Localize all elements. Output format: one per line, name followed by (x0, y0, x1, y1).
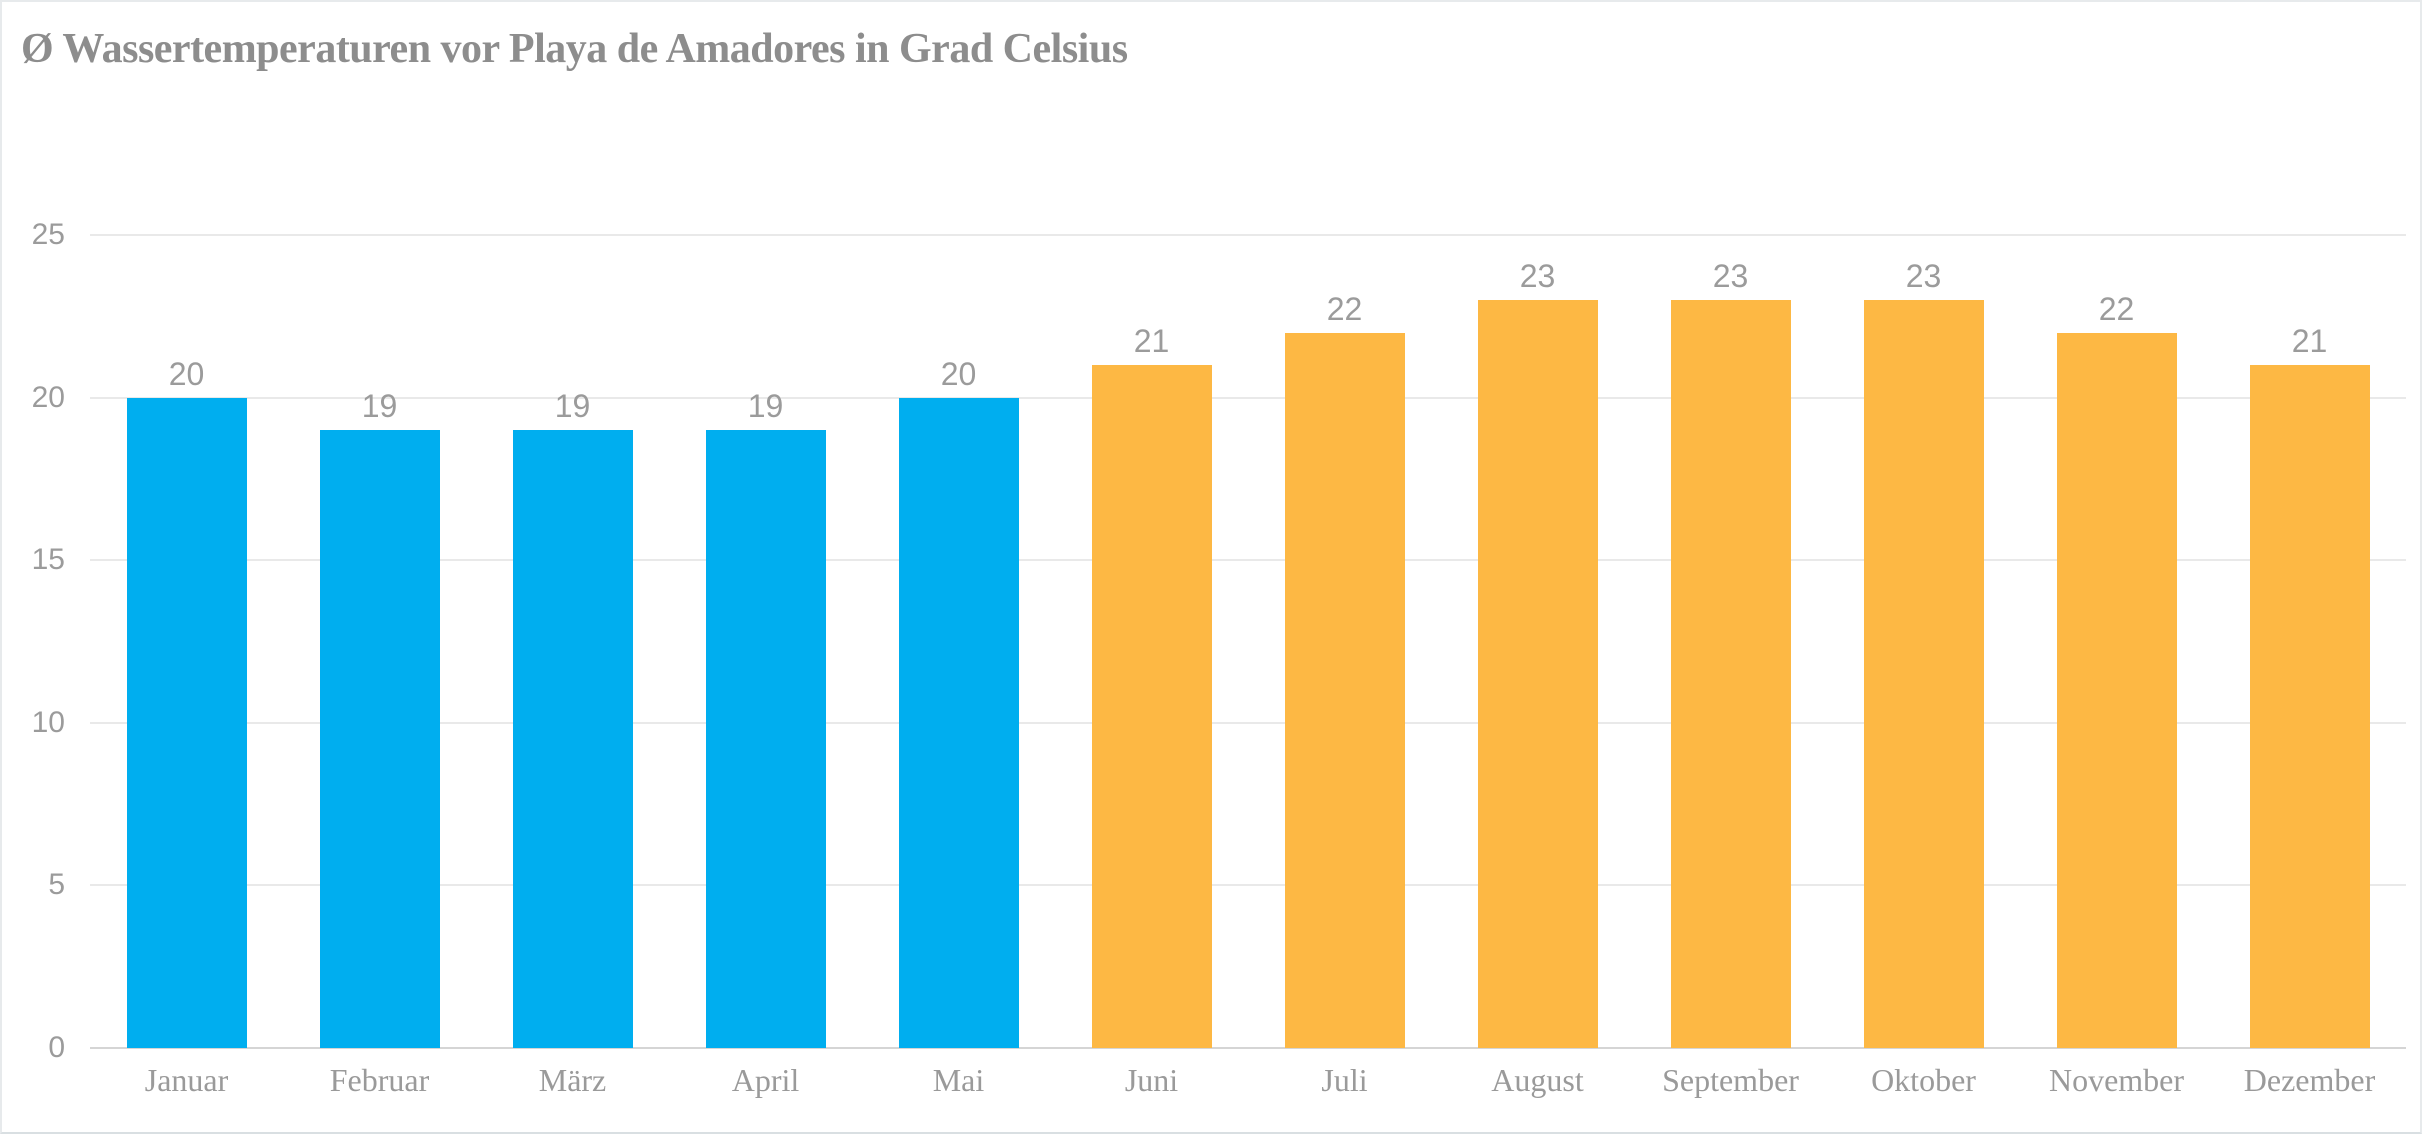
x-axis-label-oktober: Oktober (1871, 1062, 1976, 1098)
bar-value-label-november: 22 (2098, 290, 2135, 327)
bar-value-label-dezember: 21 (2291, 323, 2328, 360)
bars-container: 20 19 19 19 20 21 22 23 23 23 22 21 (90, 235, 2406, 1048)
x-axis-label-november: November (2048, 1062, 2185, 1098)
x-axis-label-september: September (1662, 1062, 1799, 1098)
bar-slot-august: 23 (1441, 260, 1634, 1048)
bar-value-label-juni: 21 (1133, 323, 1170, 360)
bar-maerz[interactable] (512, 430, 633, 1048)
bar-september[interactable] (1670, 300, 1791, 1048)
bar-februar[interactable] (319, 430, 440, 1048)
x-axis-line (90, 1047, 2406, 1049)
bar-value-label-april: 19 (747, 388, 784, 425)
y-tick-label-0: 0 (48, 1031, 65, 1064)
x-axis-label-juli: Juli (1321, 1062, 1368, 1098)
y-tick-label-5: 5 (48, 868, 65, 902)
x-axis-label-maerz: März (538, 1062, 607, 1098)
bar-slot-maerz: 19 (476, 390, 669, 1048)
bar-slot-april: 19 (669, 390, 862, 1048)
x-axis-label-august: August (1491, 1062, 1584, 1098)
bar-value-label-maerz: 19 (554, 388, 591, 425)
bar-juli[interactable] (1284, 332, 1405, 1048)
x-axis-label-februar: Februar (329, 1062, 430, 1098)
bar-value-label-august: 23 (1519, 258, 1556, 295)
bar-chart-plot-area: 20 19 19 19 20 21 22 23 23 23 22 21 (90, 234, 2406, 1049)
x-axis-label-juni: Juni (1124, 1062, 1179, 1098)
y-axis-labels: 0 5 10 15 20 25 (2, 220, 65, 1063)
x-axis-label-mai: Mai (932, 1062, 985, 1098)
bar-slot-januar: 20 (90, 358, 283, 1048)
bar-value-label-juli: 22 (1326, 290, 1363, 327)
x-axis-label-januar: Januar (144, 1062, 229, 1098)
bar-slot-dezember: 21 (2213, 325, 2406, 1048)
bar-mai[interactable] (898, 397, 1019, 1048)
bar-slot-september: 23 (1634, 260, 1827, 1048)
gridline-25 (90, 234, 2406, 236)
bar-slot-juni: 21 (1055, 325, 1248, 1048)
bar-slot-juli: 22 (1248, 293, 1441, 1048)
bar-dezember[interactable] (2249, 365, 2370, 1048)
bar-value-label-februar: 19 (361, 388, 398, 425)
chart-title: Ø Wassertemperaturen vor Playa de Amador… (21, 26, 1128, 72)
bar-november[interactable] (2056, 332, 2177, 1048)
bar-januar[interactable] (126, 397, 247, 1048)
bar-slot-mai: 20 (862, 358, 1055, 1048)
x-axis-label-dezember: Dezember (2243, 1062, 2376, 1098)
y-tick-label-10: 10 (31, 705, 65, 739)
bar-value-label-september: 23 (1712, 258, 1749, 295)
bar-oktober[interactable] (1863, 300, 1984, 1048)
y-tick-label-15: 15 (31, 543, 65, 577)
gridline-10 (90, 721, 2406, 724)
y-tick-label-25: 25 (31, 218, 65, 251)
bar-value-label-mai: 20 (940, 355, 977, 392)
x-axis-labels: Januar Februar März April Mai Juni Juli August S… (90, 1064, 2406, 1096)
y-tick-label-20: 20 (31, 380, 65, 414)
bar-april[interactable] (705, 430, 826, 1048)
bar-value-label-januar: 20 (168, 355, 205, 392)
bar-slot-november: 22 (2020, 293, 2213, 1048)
bar-value-label-oktober: 23 (1905, 258, 1942, 295)
x-axis-label-april: April (731, 1062, 800, 1098)
gridline-20 (90, 396, 2406, 399)
bar-slot-oktober: 23 (1827, 260, 2020, 1048)
bar-slot-februar: 19 (283, 390, 476, 1048)
bar-august[interactable] (1477, 300, 1598, 1048)
gridline-5 (90, 884, 2406, 887)
bar-juni[interactable] (1091, 365, 1212, 1048)
gridline-15 (90, 559, 2406, 562)
